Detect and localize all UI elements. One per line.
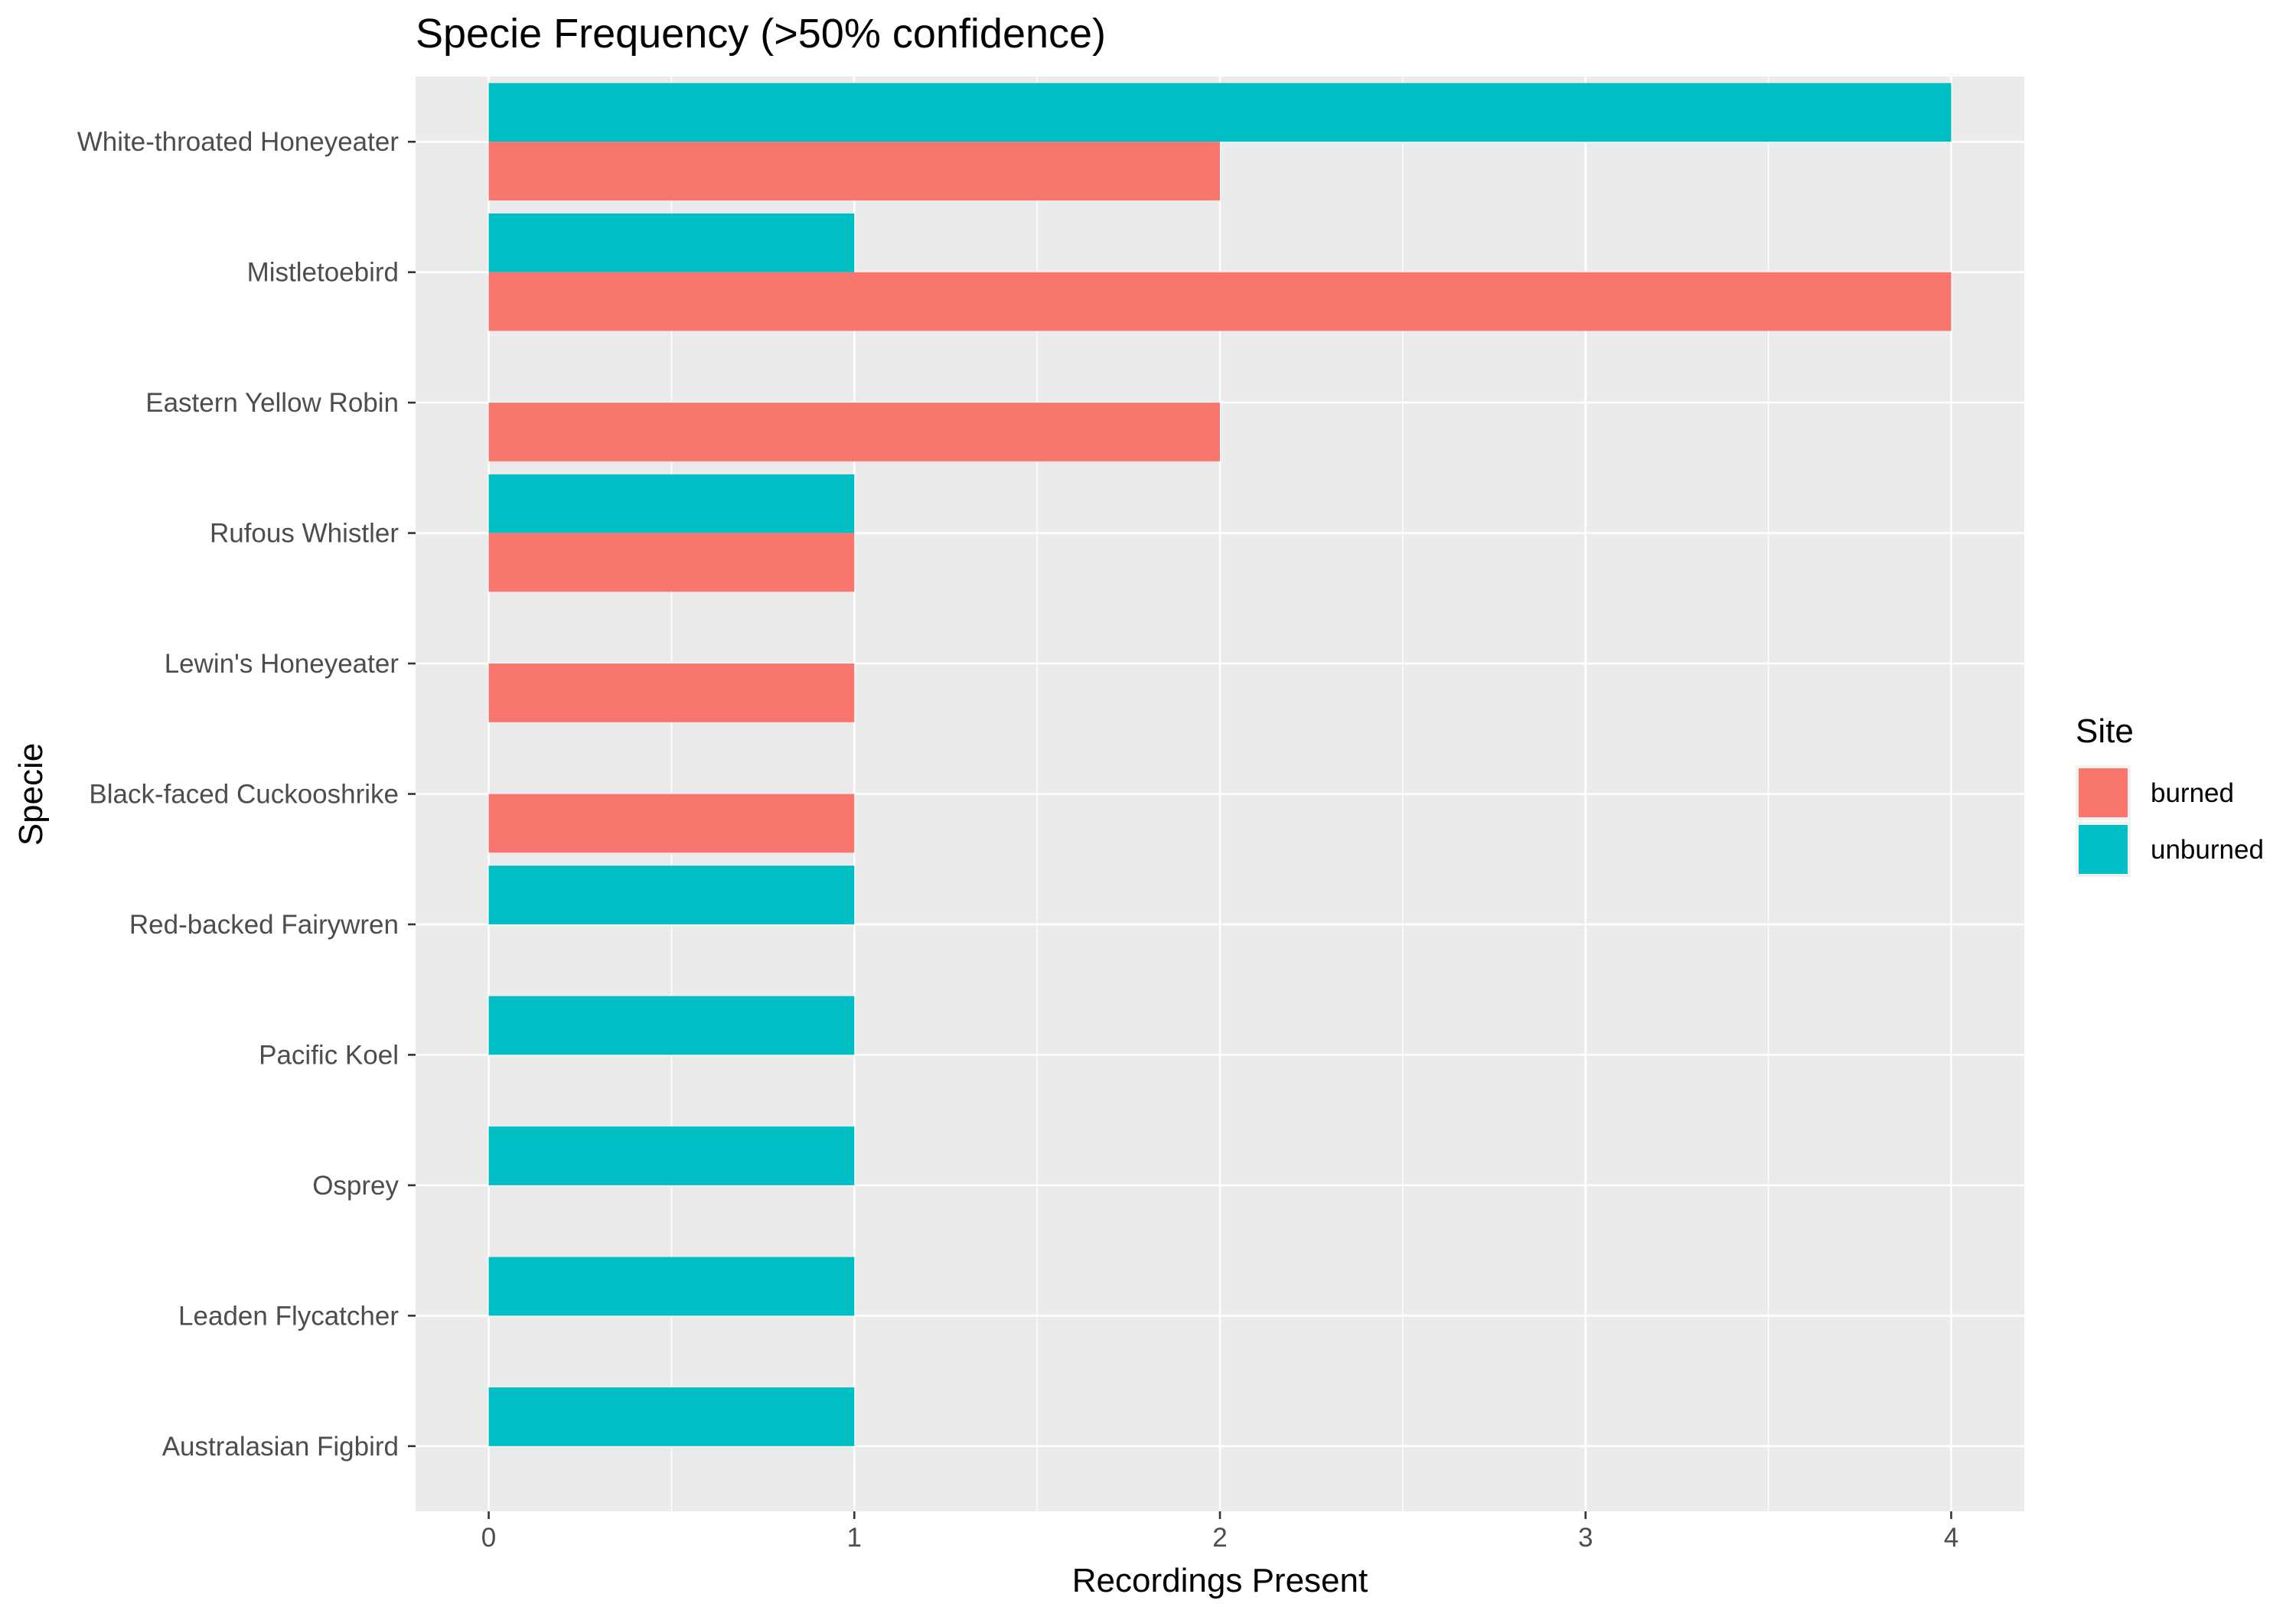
bar-burned: [488, 142, 1220, 200]
y-tick-label: Red-backed Fairywren: [129, 910, 399, 940]
x-axis-title: Recordings Present: [1072, 1562, 1368, 1599]
y-tick-label: Rufous Whistler: [210, 519, 399, 549]
chart-title: Specie Frequency (>50% confidence): [416, 11, 1106, 57]
y-tick-label: Black-faced Cuckooshrike: [89, 780, 399, 810]
bar-unburned: [488, 1387, 855, 1446]
legend-label-burned: burned: [2151, 778, 2234, 808]
y-tick-label: Pacific Koel: [259, 1040, 399, 1070]
legend-items: burned unburned: [2076, 765, 2264, 877]
y-tick-label: Leaden Flycatcher: [178, 1301, 399, 1331]
bar-burned: [488, 794, 855, 853]
bar-burned: [488, 272, 1952, 331]
x-axis: 0 1 2 3 4: [481, 1511, 1958, 1553]
y-tick-label: Eastern Yellow Robin: [145, 388, 399, 418]
x-tick-label: 2: [1212, 1523, 1227, 1553]
legend: Site burned unburned: [2076, 712, 2264, 877]
bar-unburned: [488, 865, 855, 924]
legend-label-unburned: unburned: [2151, 835, 2264, 865]
y-tick-label: White-throated Honeyeater: [77, 127, 400, 157]
bar-unburned: [488, 1126, 855, 1185]
bar-burned: [488, 663, 855, 722]
y-axis-title: Specie: [12, 743, 50, 846]
bar-burned: [488, 403, 1220, 461]
bar-unburned: [488, 1257, 855, 1316]
y-tick-label: Mistletoebird: [247, 258, 399, 288]
x-tick-label: 1: [847, 1523, 862, 1553]
bar-unburned: [488, 213, 855, 272]
legend-swatch-unburned: [2079, 825, 2128, 874]
y-tick-label: Lewin's Honeyeater: [165, 649, 400, 679]
x-tick-label: 4: [1944, 1523, 1958, 1553]
bar-burned: [488, 533, 855, 592]
x-tick-label: 3: [1578, 1523, 1593, 1553]
y-axis: White-throated Honeyeater Mistletoebird Ea…: [77, 127, 416, 1462]
bars: [488, 83, 1952, 1446]
x-tick-label: 0: [481, 1523, 496, 1553]
bar-unburned: [488, 83, 1952, 142]
y-tick-label: Osprey: [312, 1171, 399, 1201]
bar-unburned: [488, 996, 855, 1055]
y-tick-label: Australasian Figbird: [162, 1432, 399, 1462]
legend-swatch-burned: [2079, 768, 2128, 817]
bar-unburned: [488, 474, 855, 533]
legend-title: Site: [2076, 712, 2134, 750]
